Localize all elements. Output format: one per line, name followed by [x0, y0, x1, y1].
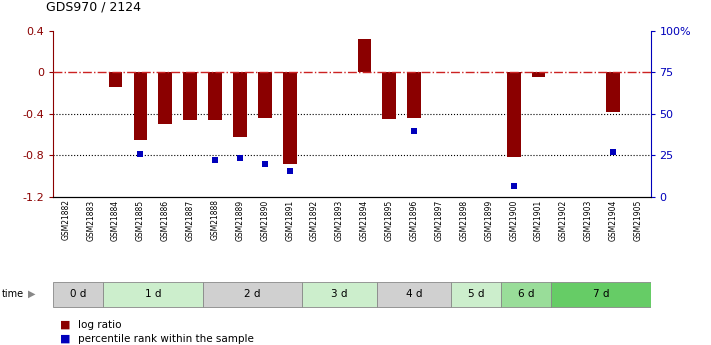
- Text: ▶: ▶: [28, 289, 36, 299]
- Bar: [606, 72, 620, 112]
- Bar: [109, 72, 122, 87]
- Text: 2 d: 2 d: [244, 289, 261, 299]
- Text: ■: ■: [60, 334, 71, 344]
- Text: time: time: [2, 289, 24, 299]
- Bar: [407, 72, 421, 118]
- Bar: [377, 282, 451, 307]
- Bar: [208, 72, 222, 120]
- Bar: [203, 282, 302, 307]
- Bar: [507, 72, 520, 157]
- Text: 6 d: 6 d: [518, 289, 535, 299]
- Bar: [183, 72, 197, 120]
- Bar: [283, 72, 296, 164]
- Bar: [258, 72, 272, 118]
- Text: 1 d: 1 d: [144, 289, 161, 299]
- Text: 5 d: 5 d: [468, 289, 485, 299]
- Text: ■: ■: [60, 320, 71, 330]
- Bar: [551, 282, 651, 307]
- Bar: [134, 72, 147, 140]
- Bar: [532, 72, 545, 77]
- Text: 3 d: 3 d: [331, 289, 348, 299]
- Text: 7 d: 7 d: [592, 289, 609, 299]
- Bar: [159, 72, 172, 124]
- Bar: [501, 282, 551, 307]
- Text: 0 d: 0 d: [70, 289, 87, 299]
- Text: 4 d: 4 d: [406, 289, 422, 299]
- Text: log ratio: log ratio: [78, 320, 122, 330]
- Text: GDS970 / 2124: GDS970 / 2124: [46, 1, 141, 14]
- Bar: [302, 282, 377, 307]
- Bar: [451, 282, 501, 307]
- Bar: [103, 282, 203, 307]
- Bar: [383, 72, 396, 119]
- Text: percentile rank within the sample: percentile rank within the sample: [78, 334, 254, 344]
- Bar: [233, 72, 247, 137]
- Bar: [358, 39, 371, 72]
- Bar: [53, 282, 103, 307]
